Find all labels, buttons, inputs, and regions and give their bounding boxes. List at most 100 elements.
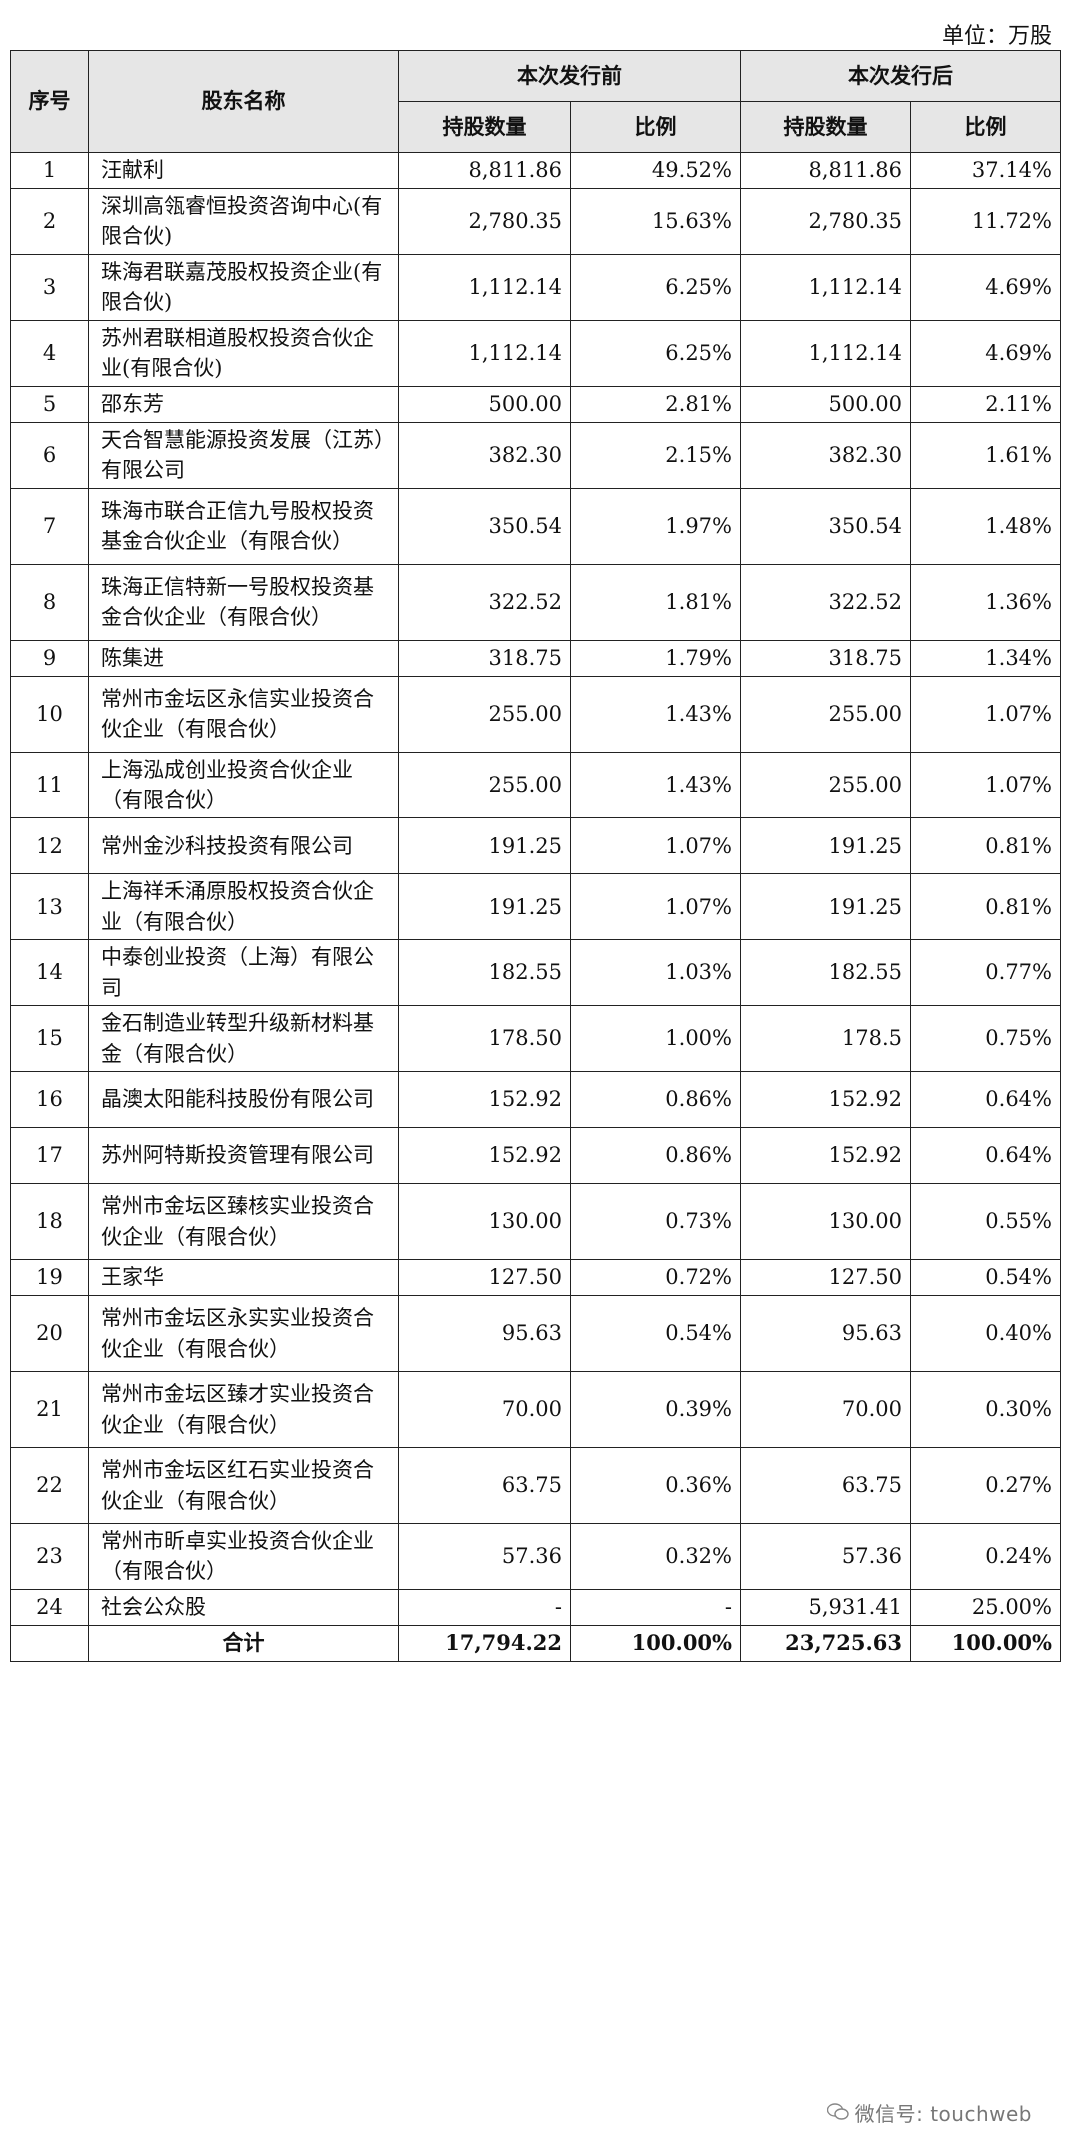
table-row: 3 珠海君联嘉茂股权投资企业(有限合伙) 1,112.14 6.25% 1,112.14…	[10, 253, 1061, 321]
row-index: 22	[10, 1447, 89, 1524]
before-shares: 182.55	[398, 939, 571, 1007]
before-ratio: 0.86%	[570, 1127, 741, 1184]
shareholder-name: 陈集进	[88, 639, 399, 677]
after-shares: 5,931.41	[740, 1588, 911, 1626]
shareholder-name: 天合智慧能源投资发展（江苏）有限公司	[88, 421, 399, 489]
after-shares: 350.54	[740, 487, 911, 565]
row-index: 2	[10, 188, 89, 255]
row-index: 18	[10, 1183, 89, 1260]
before-shares: 191.25	[398, 817, 571, 875]
before-ratio: 1.00%	[570, 1005, 741, 1072]
before-ratio: 1.79%	[570, 639, 741, 677]
before-shares: 322.52	[398, 563, 571, 641]
unit-label: 单位：万股	[941, 24, 1052, 49]
after-ratio: 1.07%	[910, 675, 1061, 753]
shareholder-name: 苏州阿特斯投资管理有限公司	[88, 1127, 399, 1184]
shareholder-name: 常州市金坛区永信实业投资合伙企业（有限合伙）	[88, 675, 399, 753]
before-ratio: 6.25%	[570, 319, 741, 387]
after-shares: 1,112.14	[740, 319, 911, 387]
after-ratio: 0.30%	[910, 1371, 1061, 1448]
shareholder-name: 苏州君联相道股权投资合伙企业(有限合伙)	[88, 319, 399, 387]
shareholder-name: 金石制造业转型升级新材料基金（有限合伙）	[88, 1005, 399, 1072]
table-row: 14 中泰创业投资（上海）有限公司 182.55 1.03% 182.55 0.77%	[10, 939, 1061, 1007]
shareholder-name: 常州市金坛区红石实业投资合伙企业（有限合伙）	[88, 1447, 399, 1524]
shareholder-name: 邵东芳	[88, 385, 399, 423]
after-shares: 1,112.14	[740, 253, 911, 321]
table-row: 8 珠海正信特新一号股权投资基金合伙企业（有限合伙） 322.52 1.81% 322.…	[10, 563, 1061, 641]
shareholder-name: 晶澳太阳能科技股份有限公司	[88, 1071, 399, 1128]
table-row: 6 天合智慧能源投资发展（江苏）有限公司 382.30 2.15% 382.30 1.61…	[10, 421, 1061, 489]
after-ratio: 11.72%	[910, 188, 1061, 255]
before-ratio: 2.81%	[570, 385, 741, 423]
row-index: 3	[10, 253, 89, 321]
before-shares: 63.75	[398, 1447, 571, 1524]
before-ratio: 0.36%	[570, 1447, 741, 1524]
after-ratio: 0.81%	[910, 873, 1061, 941]
after-ratio: 0.64%	[910, 1127, 1061, 1184]
after-ratio: 0.64%	[910, 1071, 1061, 1128]
table-row: 2 深圳高瓴睿恒投资咨询中心(有限合伙) 2,780.35 15.63% 2,780.3…	[10, 188, 1061, 255]
shareholder-name: 常州市昕卓实业投资合伙企业（有限合伙）	[88, 1523, 399, 1590]
header-before-shares: 持股数量	[398, 101, 571, 153]
header-shareholder-name: 股东名称	[88, 50, 399, 153]
shareholder-name: 珠海正信特新一号股权投资基金合伙企业（有限合伙）	[88, 563, 399, 641]
after-ratio: 0.77%	[910, 939, 1061, 1007]
table-row: 16 晶澳太阳能科技股份有限公司 152.92 0.86% 152.92 0.64%	[10, 1071, 1061, 1128]
shareholder-name: 上海祥禾涌原股权投资合伙企业（有限合伙）	[88, 873, 399, 941]
row-index: 24	[10, 1588, 89, 1626]
after-ratio: 1.34%	[910, 639, 1061, 677]
after-shares: 255.00	[740, 675, 911, 753]
before-ratio: 1.07%	[570, 873, 741, 941]
after-shares: 182.55	[740, 939, 911, 1007]
shareholder-name: 社会公众股	[88, 1588, 399, 1626]
table-row: 4 苏州君联相道股权投资合伙企业(有限合伙) 1,112.14 6.25% 1,112.…	[10, 319, 1061, 387]
table-row: 24 社会公众股 - -5,931.41 25.00%	[10, 1588, 1061, 1626]
after-ratio: 1.36%	[910, 563, 1061, 641]
table-row: 12 常州金沙科技投资有限公司 191.25 1.07% 191.25 0.81%	[10, 817, 1061, 875]
table-row: 9 陈集进 318.75 1.79% 318.75 1.34%	[10, 639, 1061, 677]
after-shares: 130.00	[740, 1183, 911, 1260]
table-row: 20 常州市金坛区永实实业投资合伙企业（有限合伙） 95.63 0.54% 95.63 0…	[10, 1295, 1061, 1372]
before-shares: 191.25	[398, 873, 571, 941]
before-ratio: 2.15%	[570, 421, 741, 489]
before-ratio: 0.86%	[570, 1071, 741, 1128]
row-index: 12	[10, 817, 89, 875]
before-ratio: 15.63%	[570, 188, 741, 255]
total-index-cell	[10, 1624, 89, 1662]
header-before-ratio: 比例	[570, 101, 741, 153]
shareholder-name: 常州金沙科技投资有限公司	[88, 817, 399, 875]
after-shares: 191.25	[740, 817, 911, 875]
before-shares: 350.54	[398, 487, 571, 565]
after-ratio: 37.14%	[910, 152, 1061, 189]
shareholder-name: 中泰创业投资（上海）有限公司	[88, 939, 399, 1007]
table-row: 10 常州市金坛区永信实业投资合伙企业（有限合伙） 255.00 1.43% 255.0…	[10, 675, 1061, 753]
after-ratio: 0.75%	[910, 1005, 1061, 1072]
row-index: 5	[10, 385, 89, 423]
after-shares: 382.30	[740, 421, 911, 489]
before-ratio: 1.03%	[570, 939, 741, 1007]
after-shares: 8,811.86	[740, 152, 911, 189]
before-ratio: 0.32%	[570, 1523, 741, 1590]
total-label: 合计	[88, 1624, 399, 1662]
table-row: 18 常州市金坛区臻核实业投资合伙企业（有限合伙） 130.00 0.73% 130.0…	[10, 1183, 1061, 1260]
before-shares: 152.92	[398, 1071, 571, 1128]
shareholder-name: 常州市金坛区臻才实业投资合伙企业（有限合伙）	[88, 1371, 399, 1448]
after-ratio: 25.00%	[910, 1588, 1061, 1626]
before-ratio: 0.54%	[570, 1295, 741, 1372]
after-ratio: 4.69%	[910, 253, 1061, 321]
before-shares: 178.50	[398, 1005, 571, 1072]
table-row: 15 金石制造业转型升级新材料基金（有限合伙） 178.50 1.00% 178.5 0.…	[10, 1005, 1061, 1072]
after-shares: 57.36	[740, 1523, 911, 1590]
table-row: 17 苏州阿特斯投资管理有限公司 152.92 0.86% 152.92 0.64%	[10, 1127, 1061, 1184]
before-shares: 255.00	[398, 751, 571, 819]
row-index: 11	[10, 751, 89, 819]
shareholder-name: 王家华	[88, 1259, 399, 1296]
before-shares: 95.63	[398, 1295, 571, 1372]
before-shares: 8,811.86	[398, 152, 571, 189]
row-index: 7	[10, 487, 89, 565]
shareholder-name: 上海泓成创业投资合伙企业（有限合伙）	[88, 751, 399, 819]
after-shares: 178.5	[740, 1005, 911, 1072]
table-row: 23 常州市昕卓实业投资合伙企业（有限合伙） 57.36 0.32% 57.36 0.24…	[10, 1523, 1061, 1590]
shareholder-name: 珠海市联合正信九号股权投资基金合伙企业（有限合伙）	[88, 487, 399, 565]
after-ratio: 1.07%	[910, 751, 1061, 819]
